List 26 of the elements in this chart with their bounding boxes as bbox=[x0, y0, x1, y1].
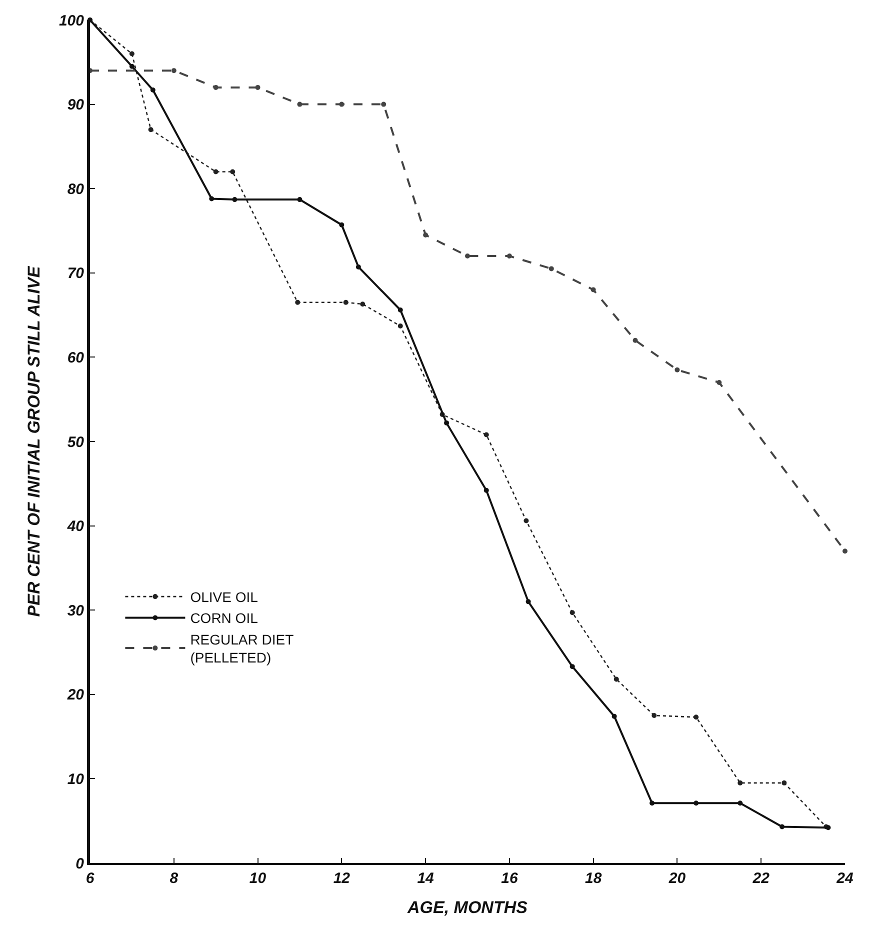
x-tick-label: 6 bbox=[86, 870, 95, 887]
x-tick-label: 24 bbox=[836, 870, 854, 887]
legend-label: CORN OIL bbox=[190, 610, 258, 626]
x-tick-label: 20 bbox=[668, 870, 686, 887]
x-tick-label: 18 bbox=[584, 870, 602, 887]
y-tick-label: 0 bbox=[76, 855, 85, 872]
y-tick-label: 10 bbox=[67, 770, 85, 788]
y-tick-label: 90 bbox=[67, 96, 85, 114]
y-tick-label: 30 bbox=[67, 602, 85, 620]
legend-label: OLIVE OIL bbox=[190, 589, 258, 606]
x-axis-title: AGE, MONTHS bbox=[406, 898, 528, 917]
x-tick-label: 10 bbox=[249, 870, 267, 887]
y-tick-label: 40 bbox=[66, 518, 85, 536]
x-tick-label: 22 bbox=[752, 870, 770, 887]
y-tick-label: 20 bbox=[66, 686, 85, 704]
y-tick-label: 60 bbox=[67, 349, 85, 366]
y-tick-label: 100 bbox=[58, 12, 85, 30]
x-tick-label: 8 bbox=[170, 870, 179, 887]
legend-label: REGULAR DIET (PELLETED) bbox=[190, 631, 294, 666]
x-tick-label: 16 bbox=[501, 870, 518, 887]
x-tick-label: 12 bbox=[333, 870, 351, 887]
x-tick-label: 14 bbox=[417, 870, 435, 887]
y-axis-title: PER CENT OF INITIAL GROUP STILL ALIVE bbox=[24, 266, 44, 617]
y-tick-label: 50 bbox=[67, 434, 85, 451]
y-tick-label: 80 bbox=[67, 180, 85, 198]
y-tick-label: 70 bbox=[67, 265, 85, 282]
